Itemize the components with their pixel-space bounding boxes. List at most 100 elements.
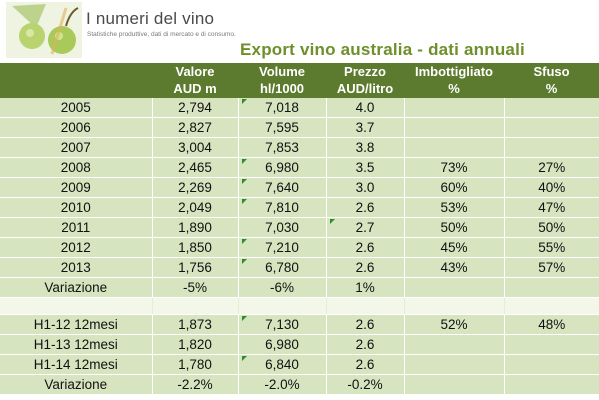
cell-value: 2.6	[355, 240, 375, 255]
table-cell: 6,780	[238, 257, 327, 278]
cell-value: 6,980	[265, 160, 299, 175]
cell-value: H1-12 12mesi	[33, 317, 118, 332]
cell-value: 2010	[60, 200, 91, 215]
cell-value: 2011	[61, 220, 91, 235]
table-cell: 2,049	[152, 197, 239, 218]
cell-value: 27%	[538, 160, 566, 175]
cell-marker-icon	[241, 199, 247, 204]
table-row: H1-12 12mesi 1,873 7,130 2.6 52% 48%	[0, 314, 599, 335]
table-cell: -5%	[152, 277, 239, 298]
cell-value: Variazione	[44, 377, 108, 392]
table-cell: 2008	[0, 157, 153, 178]
wine-grape-logo-icon	[6, 2, 82, 58]
cell-value: -5%	[182, 280, 207, 295]
table-cell	[504, 334, 599, 355]
table-cell: 7,853	[238, 137, 327, 158]
table-cell	[404, 334, 505, 355]
table-cell: 7,640	[238, 177, 327, 198]
cell-value: 73%	[440, 160, 468, 175]
table-cell: 48%	[504, 314, 599, 335]
page-title: Export vino australia - dati annuali	[240, 40, 525, 59]
table-cell	[504, 354, 599, 375]
cell-value: 57%	[538, 260, 566, 275]
cell-value: 4.0	[355, 100, 375, 115]
table-cell: 50%	[404, 217, 505, 238]
table-header-row: Valore Volume Prezzo Imbottigliato Sfuso	[0, 63, 599, 80]
table-cell: 52%	[404, 314, 505, 335]
cell-value: 2005	[60, 100, 91, 115]
brand-name: I numeri del vino	[86, 9, 215, 28]
cell-value: 45%	[440, 240, 468, 255]
cell-value: 7,130	[265, 317, 299, 332]
table-cell	[504, 374, 599, 395]
table-cell: -2.0%	[238, 374, 327, 395]
cell-value: 3.0	[355, 180, 375, 195]
table-cell: 45%	[404, 237, 505, 258]
table-cell: 2005	[0, 98, 153, 118]
table-cell: 1,850	[152, 237, 239, 258]
table-cell: 2.6	[326, 334, 405, 355]
table-cell: 2009	[0, 177, 153, 198]
table-cell: 2007	[0, 137, 153, 158]
column-header: Volume	[238, 63, 326, 80]
table-cell: 1%	[326, 277, 405, 298]
column-header: AUD/litro	[326, 80, 404, 98]
table-cell: 7,595	[238, 117, 327, 138]
table-row: 2007 3,004 7,853 3.8	[0, 137, 599, 158]
cell-value: 7,640	[265, 180, 299, 195]
cell-value: 7,810	[265, 200, 299, 215]
cell-value: 2,269	[178, 180, 212, 195]
table-row: 2013 1,756 6,780 2.6 43% 57%	[0, 257, 599, 278]
table-cell	[404, 374, 505, 395]
table-cell: 2.6	[326, 314, 405, 335]
table-cell: 7,018	[238, 98, 327, 118]
table-cell: 2,465	[152, 157, 239, 178]
table-row: 2006 2,827 7,595 3.7	[0, 117, 599, 138]
cell-value: 3.8	[355, 140, 375, 155]
table-row: 2009 2,269 7,640 3.0 60% 40%	[0, 177, 599, 198]
cell-value: 3.5	[355, 160, 375, 175]
cell-value: 6,980	[265, 337, 299, 352]
cell-value: 53%	[440, 200, 468, 215]
table-cell: 2012	[0, 237, 153, 258]
cell-value: 2,827	[178, 120, 212, 135]
cell-value: Variazione	[44, 280, 108, 295]
table-cell: -6%	[238, 277, 327, 298]
cell-value: 1,780	[178, 357, 212, 372]
table-cell: 3.8	[326, 137, 405, 158]
table-cell: 7,810	[238, 197, 327, 218]
cell-marker-icon	[241, 259, 247, 264]
cell-marker-icon	[241, 316, 247, 321]
cell-value: 1,756	[178, 260, 212, 275]
cell-value: 48%	[538, 317, 566, 332]
cell-value: 2007	[60, 140, 91, 155]
cell-value: 2008	[60, 160, 91, 175]
table-cell: 3.0	[326, 177, 405, 198]
table-cell	[404, 117, 505, 138]
table-cell: Variazione	[0, 277, 153, 298]
table-cell: 1,820	[152, 334, 239, 355]
table-cell: 7,130	[238, 314, 327, 335]
table-row: H1-13 12mesi 1,820 6,980 2.6	[0, 334, 599, 355]
spacer-row	[0, 297, 599, 315]
cell-value: 47%	[538, 200, 566, 215]
table-cell: 6,980	[238, 334, 327, 355]
table-cell: 2011	[0, 217, 153, 238]
table-row: Variazione -2.2% -2.0% -0.2%	[0, 374, 599, 395]
table-cell: 7,030	[238, 217, 327, 238]
table-cell: 2.6	[326, 257, 405, 278]
table-cell: 60%	[404, 177, 505, 198]
cell-value: 6,780	[265, 260, 299, 275]
table-cell: 2010	[0, 197, 153, 218]
cell-value: 7,210	[265, 240, 299, 255]
table-cell: 3.5	[326, 157, 405, 178]
table-cell: 43%	[404, 257, 505, 278]
table-cell	[404, 277, 505, 298]
table-cell	[504, 297, 599, 315]
table-cell: H1-12 12mesi	[0, 314, 153, 335]
cell-value: 2.7	[355, 220, 375, 235]
table-row: 2012 1,850 7,210 2.6 45% 55%	[0, 237, 599, 258]
column-header: Valore	[152, 63, 238, 80]
table-cell: -2.2%	[152, 374, 239, 395]
table-cell	[404, 137, 505, 158]
